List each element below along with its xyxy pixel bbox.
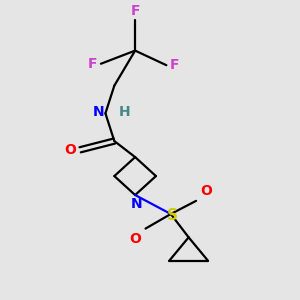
Text: O: O [200,184,212,198]
Text: N: N [92,105,104,119]
Text: F: F [130,4,140,18]
Text: H: H [119,105,130,119]
Text: F: F [88,57,98,71]
Text: S: S [167,208,178,223]
Text: N: N [131,197,142,212]
Text: F: F [170,58,179,72]
Text: O: O [129,232,141,245]
Text: O: O [64,143,76,157]
